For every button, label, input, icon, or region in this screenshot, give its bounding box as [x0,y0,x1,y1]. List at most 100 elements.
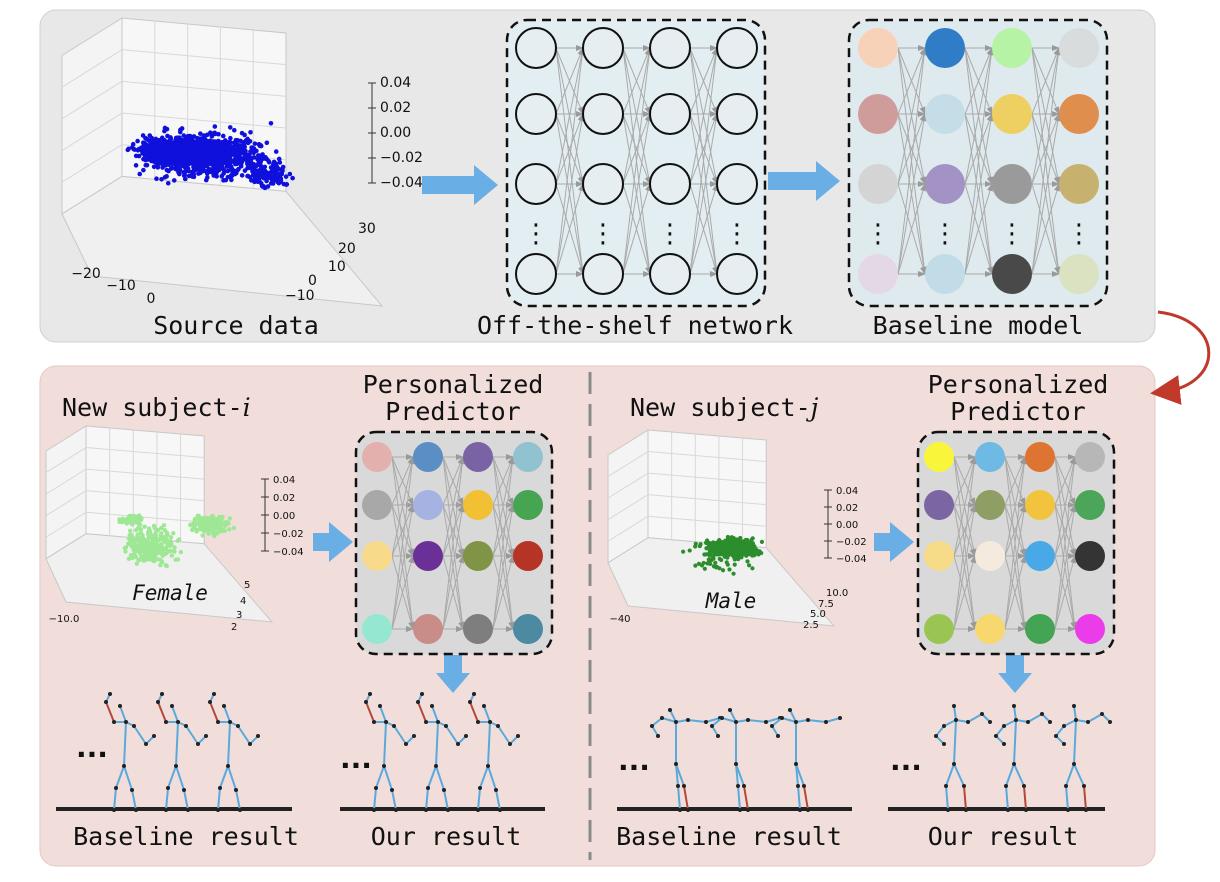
skeleton-bone [1023,785,1027,811]
offshelf-network-caption: Off-the-shelf network [477,311,793,340]
network-node [992,28,1032,68]
subject-i-predictor-title-line2: Predictor [385,397,520,426]
scatter-point [215,520,220,526]
network-node [1025,490,1055,520]
plot-z-tick-label: −0.04 [273,547,304,558]
network-edge [492,555,515,630]
skeleton-joint [806,808,810,812]
skeleton-joint [746,808,750,812]
scatter-point [167,155,172,161]
skeleton-joint [678,808,682,812]
skeleton-joint [954,718,958,722]
scatter-point [759,539,765,544]
scatter-point [714,564,719,570]
skeleton-joint [236,724,240,728]
scatter-point [128,532,134,537]
skeleton-joint [806,718,810,722]
network-edge [1031,47,1061,185]
scatter-point [693,544,698,549]
scatter-point [247,138,253,144]
network-node [1075,490,1105,520]
plot-y-tick-label: 10.0 [826,588,848,599]
scatter-point [236,160,242,165]
skeleton-bone [425,787,429,811]
network-edge [1031,183,1060,275]
skeleton-bone [375,765,385,789]
plot-y-tick-label: 0 [308,273,317,289]
network-edge [555,47,586,275]
skeleton-joint [498,808,502,812]
skeleton-bone [789,709,797,723]
scatter-point [139,516,144,521]
panel-link-arrow [1150,310,1211,405]
network-node [716,163,758,205]
skeleton-joint [1002,742,1006,746]
scatter-point [273,149,279,154]
scatter-point [169,165,174,171]
network-edge [953,456,978,630]
scatter-point [192,517,198,522]
skeleton-bone [771,717,783,727]
network-node [1059,254,1099,294]
skeleton-joint [222,704,226,708]
skeleton-bone [935,725,945,737]
skeleton-joint [980,712,984,716]
plot-grid-line [61,49,123,88]
skeleton-joint [824,720,828,724]
subject-j-our-caption: Our result [928,822,1079,851]
skeleton-bone [729,709,737,723]
scatter-point [159,157,165,163]
network-node [858,28,898,68]
skeleton-bone [487,765,497,791]
scatter-point [128,537,133,543]
skeleton-joint [728,708,732,712]
skeleton-joint [144,742,148,746]
skeleton-bone [365,701,375,723]
scatter-point [204,524,209,529]
skeleton-joint [112,720,116,724]
skeleton-joint [436,720,440,724]
skeleton-joint [776,734,780,738]
scatter-point [134,561,140,566]
network-edge [953,504,976,557]
network-edge [391,555,414,630]
scatter-point [701,560,706,566]
network-edge [1054,456,1077,557]
skeleton-bone [1065,763,1075,787]
network-node [1059,28,1099,68]
network-edge [964,113,994,275]
skeleton-bone [119,705,127,723]
scatter-point [225,168,231,174]
network-node [413,541,443,571]
scatter-point [186,146,192,152]
scatter-point [253,164,258,169]
skeleton-joint [942,742,946,746]
skeleton-joint [364,700,368,704]
skeleton-joint [738,808,742,812]
plot-y-tick-label: −10 [285,288,315,304]
scatter-point [164,143,170,149]
network-edge [1004,456,1026,506]
network-node [716,253,758,295]
scatter-point [211,149,217,155]
scatter-point [151,559,157,564]
scatter-point [222,152,227,157]
subject-i-title: New subject-i [62,393,251,422]
scatter-point [738,542,743,547]
scatter-point [228,135,233,141]
scatter-point [172,545,177,550]
skeleton-joint [710,724,714,728]
skeleton-joint [946,808,950,812]
skeleton-bone [735,763,745,787]
plot-y-tick-label: 10 [328,259,346,275]
scatter-point [217,528,222,534]
skeleton-joint [656,734,660,738]
scatter-point [176,170,182,175]
network-node [925,164,965,204]
skeleton-bone [967,713,983,723]
network-edge [1031,113,1060,185]
scatter-point [254,148,259,154]
network-ellipsis: ⋮ [999,219,1025,249]
scatter-point [698,542,703,547]
